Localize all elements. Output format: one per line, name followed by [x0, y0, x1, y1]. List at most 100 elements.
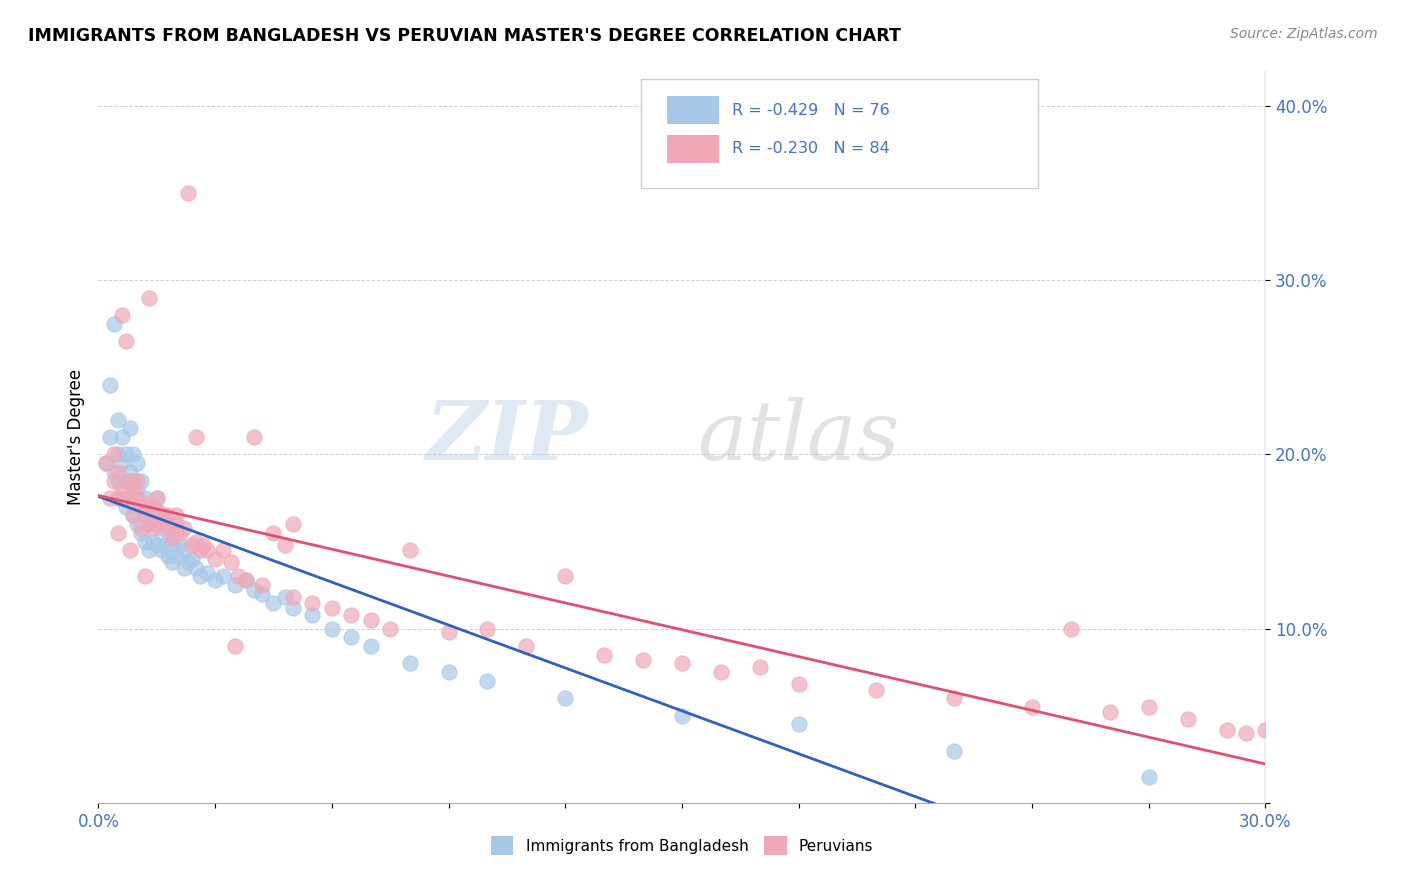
Point: [153, 514, 176, 528]
Point: [188, 569, 211, 583]
Point: [204, 573, 226, 587]
Point: [437, 665, 460, 680]
Point: [380, 622, 402, 636]
Point: [127, 483, 149, 497]
Point: [107, 448, 129, 462]
Point: [165, 508, 187, 523]
Text: R = -0.429   N = 76: R = -0.429 N = 76: [733, 103, 890, 118]
Point: [398, 543, 420, 558]
Point: [787, 717, 810, 731]
Point: [129, 500, 152, 514]
Point: [146, 538, 169, 552]
Point: [111, 430, 134, 444]
Point: [250, 578, 273, 592]
Bar: [666, 135, 720, 163]
Point: [477, 673, 499, 688]
Point: [173, 560, 195, 574]
Point: [748, 660, 770, 674]
Point: [340, 631, 363, 645]
Point: [149, 543, 172, 558]
Point: [96, 456, 118, 470]
Point: [243, 430, 266, 444]
Point: [671, 657, 693, 671]
Point: [153, 517, 176, 532]
Point: [122, 474, 145, 488]
Point: [142, 500, 165, 514]
Bar: [666, 96, 720, 124]
Point: [360, 613, 382, 627]
Point: [184, 534, 207, 549]
Point: [301, 607, 323, 622]
Point: [146, 491, 169, 505]
Point: [177, 186, 200, 201]
Point: [1254, 723, 1277, 737]
Point: [146, 503, 169, 517]
Point: [122, 483, 145, 497]
Point: [865, 682, 887, 697]
Point: [173, 521, 195, 535]
Point: [219, 556, 242, 570]
Point: [1234, 726, 1257, 740]
Point: [98, 377, 121, 392]
Point: [554, 569, 576, 583]
Text: ZIP: ZIP: [426, 397, 589, 477]
Point: [169, 538, 191, 552]
Point: [193, 538, 215, 552]
Point: [118, 474, 141, 488]
Point: [554, 691, 576, 706]
Point: [122, 448, 145, 462]
Point: [180, 552, 202, 566]
Point: [129, 500, 152, 514]
Point: [98, 491, 121, 505]
Text: atlas: atlas: [697, 397, 900, 477]
Point: [122, 508, 145, 523]
Point: [118, 421, 141, 435]
Point: [1098, 705, 1121, 719]
Point: [114, 448, 136, 462]
Point: [212, 569, 235, 583]
Point: [360, 639, 382, 653]
Point: [118, 465, 141, 479]
Point: [162, 534, 184, 549]
Point: [188, 543, 211, 558]
Point: [262, 525, 284, 540]
Point: [157, 525, 180, 540]
Legend: Immigrants from Bangladesh, Peruvians: Immigrants from Bangladesh, Peruvians: [485, 830, 879, 861]
Point: [107, 465, 129, 479]
Point: [103, 448, 125, 462]
Point: [180, 538, 202, 552]
Point: [107, 491, 129, 505]
Point: [1177, 712, 1199, 726]
Point: [184, 560, 207, 574]
Point: [165, 549, 187, 563]
Point: [114, 334, 136, 349]
Point: [107, 525, 129, 540]
Point: [281, 591, 304, 605]
Point: [129, 521, 152, 535]
Point: [477, 622, 499, 636]
Text: IMMIGRANTS FROM BANGLADESH VS PERUVIAN MASTER'S DEGREE CORRELATION CHART: IMMIGRANTS FROM BANGLADESH VS PERUVIAN M…: [28, 27, 901, 45]
Point: [165, 525, 187, 540]
Point: [1060, 622, 1083, 636]
Point: [138, 291, 160, 305]
Point: [127, 517, 149, 532]
Point: [340, 607, 363, 622]
Point: [149, 514, 172, 528]
Text: R = -0.230   N = 84: R = -0.230 N = 84: [733, 142, 890, 156]
Point: [118, 491, 141, 505]
Point: [671, 708, 693, 723]
Point: [142, 508, 165, 523]
Point: [228, 569, 250, 583]
Point: [134, 508, 156, 523]
Point: [787, 677, 810, 691]
Point: [103, 474, 125, 488]
Y-axis label: Master's Degree: Master's Degree: [66, 369, 84, 505]
Point: [111, 308, 134, 322]
Point: [134, 508, 156, 523]
Point: [195, 543, 218, 558]
Point: [118, 491, 141, 505]
Point: [134, 496, 156, 510]
Point: [142, 521, 165, 535]
Point: [301, 595, 323, 609]
Point: [138, 517, 160, 532]
